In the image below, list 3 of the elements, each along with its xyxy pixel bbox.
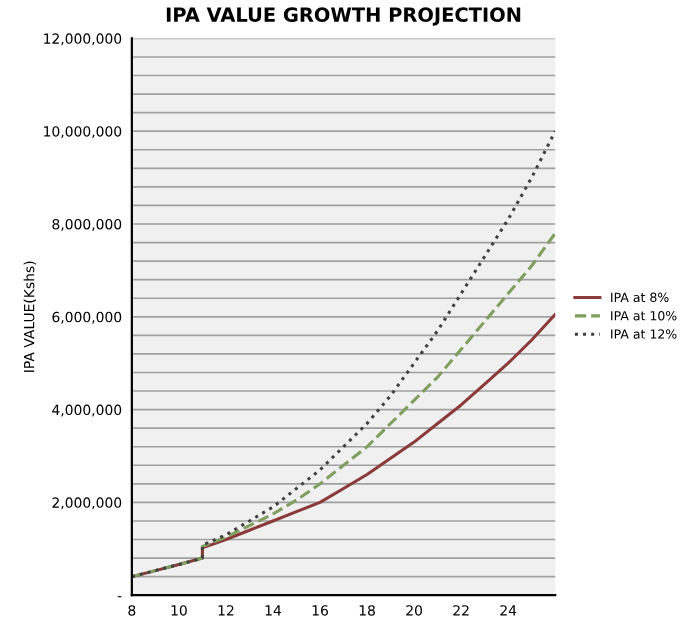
- line-series: [131, 129, 556, 579]
- chart-title: IPA VALUE GROWTH PROJECTION: [166, 7, 521, 26]
- line-series: [131, 231, 556, 579]
